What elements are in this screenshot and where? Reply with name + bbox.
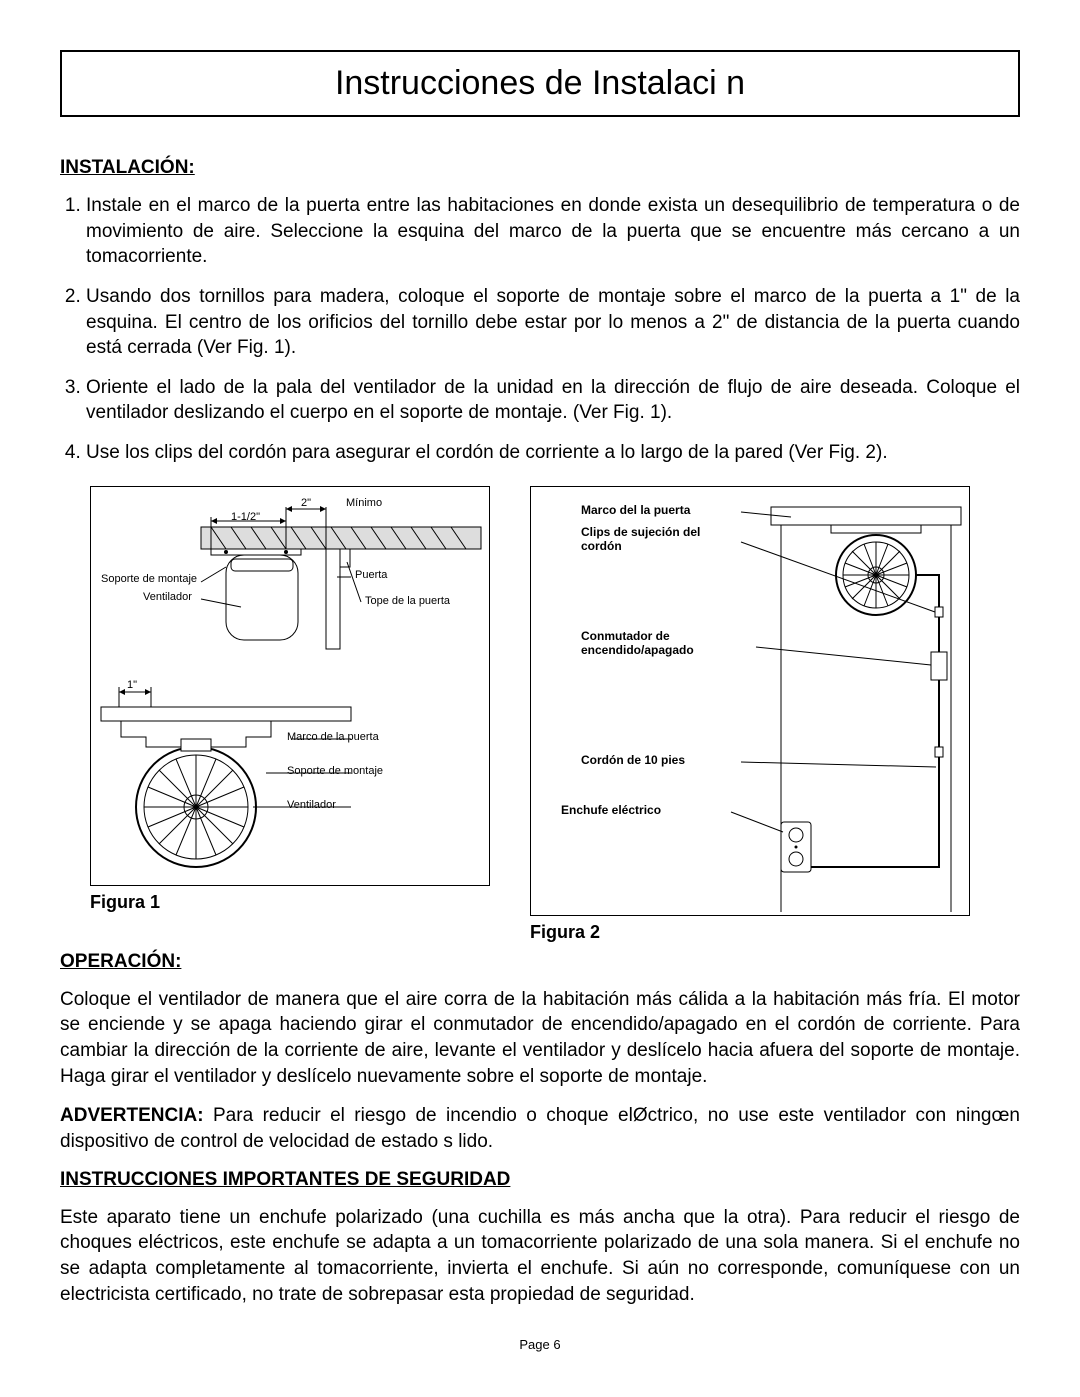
title-box: Instrucciones de Instalaci n [60, 50, 1020, 117]
fig1-puerta: Puerta [355, 569, 387, 581]
fig1-1in: 1" [127, 679, 137, 691]
figure-2-column: Marco del la puerta Clips de sujeción de… [530, 486, 970, 943]
step-4: Use los clips del cordón para asegurar e… [86, 440, 1020, 466]
fig2-conmutador: Conmutador de encendido/apagado [581, 629, 741, 657]
fig2-marco: Marco del la puerta [581, 503, 690, 517]
advertencia-text: Para reducir el riesgo de incendio o cho… [60, 1105, 1020, 1152]
step-2: Usando dos tornillos para madera, coloqu… [86, 284, 1020, 361]
page-number: Page 6 [60, 1337, 1020, 1352]
step-3: Oriente el lado de la pala del ventilado… [86, 375, 1020, 426]
section-operacion: OPERACIÓN: [60, 951, 1020, 973]
section-instalacion: INSTALACIÓN: [60, 157, 1020, 179]
section-seguridad: INSTRUCCIONES IMPORTANTES DE SEGURIDAD [60, 1169, 1020, 1191]
figure-1-svg [91, 487, 491, 887]
installation-steps: Instale en el marco de la puerta entre l… [60, 193, 1020, 466]
figure-row: 2" Mínimo 1-1/2" Soporte de montaje Vent… [90, 486, 1020, 943]
figure-1-column: 2" Mínimo 1-1/2" Soporte de montaje Vent… [90, 486, 490, 943]
fig1-ventilador2: Ventilador [287, 799, 336, 811]
fig1-ventilador: Ventilador [143, 591, 192, 603]
fig2-clips: Clips de sujeción del cordón [581, 525, 731, 553]
page-title: Instrucciones de Instalaci n [335, 64, 745, 102]
fig2-cordon: Cordón de 10 pies [581, 753, 685, 767]
operacion-paragraph: Coloque el ventilador de manera que el a… [60, 987, 1020, 1090]
figure-2: Marco del la puerta Clips de sujeción de… [530, 486, 970, 916]
fig1-2in: 2" [301, 497, 311, 509]
fig1-tope: Tope de la puerta [365, 595, 450, 607]
fig2-enchufe: Enchufe eléctrico [561, 803, 661, 817]
fig1-1-1-2: 1-1/2" [231, 511, 260, 523]
figure-1-caption: Figura 1 [90, 892, 490, 913]
step-1: Instale en el marco de la puerta entre l… [86, 193, 1020, 270]
fig1-marco: Marco de la puerta [287, 731, 379, 743]
seguridad-paragraph: Este aparato tiene un enchufe polarizado… [60, 1205, 1020, 1308]
figure-1: 2" Mínimo 1-1/2" Soporte de montaje Vent… [90, 486, 490, 886]
figure-2-caption: Figura 2 [530, 922, 970, 943]
document-page: Instrucciones de Instalaci n INSTALACIÓN… [0, 0, 1080, 1392]
fig1-soporte: Soporte de montaje [101, 573, 197, 585]
advertencia-paragraph: ADVERTENCIA: Para reducir el riesgo de i… [60, 1103, 1020, 1154]
advertencia-label: ADVERTENCIA: [60, 1105, 204, 1126]
fig1-minimo: Mínimo [346, 497, 382, 509]
fig1-soporte2: Soporte de montaje [287, 765, 383, 777]
